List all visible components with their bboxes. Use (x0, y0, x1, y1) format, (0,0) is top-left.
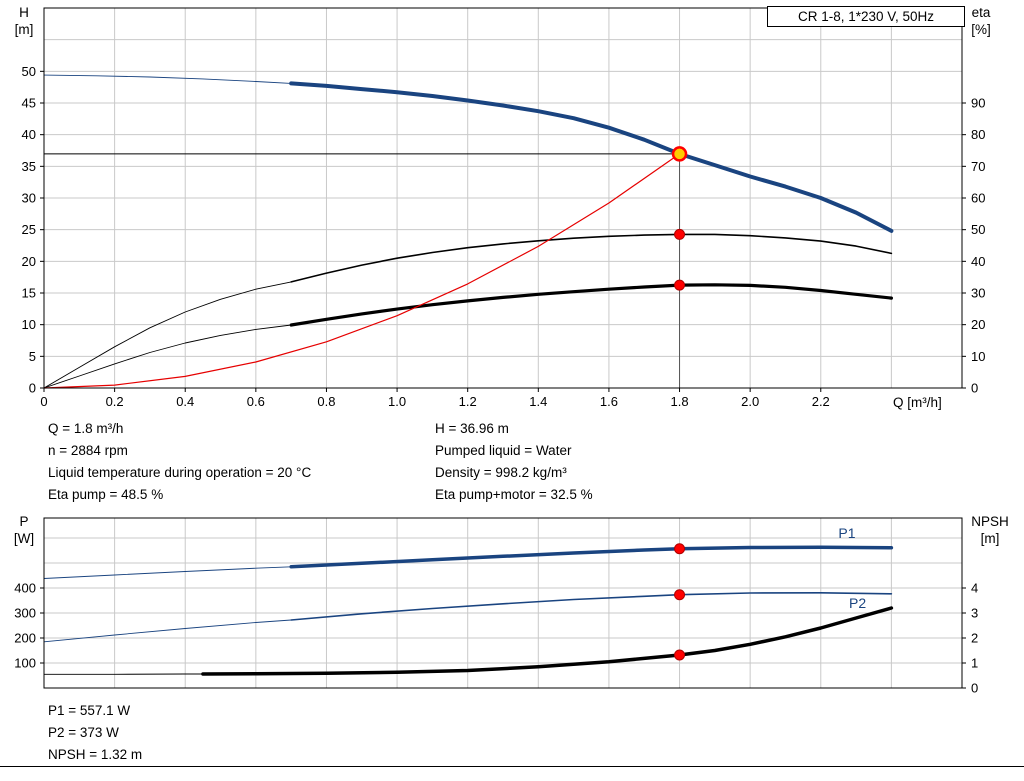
left-tick-label: 0 (29, 381, 36, 396)
x-tick-label: 0 (40, 394, 47, 409)
hq-curve-extrapolated (43, 74, 292, 84)
npsh-point (674, 649, 686, 661)
right-tick-label: 1 (971, 656, 978, 671)
x-tick-label: 1.8 (670, 394, 688, 409)
left-tick-label: 100 (14, 656, 36, 671)
info-eta-pump-motor: Eta pump+motor = 32.5 % (435, 487, 593, 502)
right-tick-label: 20 (971, 317, 985, 332)
right-tick-label: 30 (971, 286, 985, 301)
x-tick-label: 1.6 (600, 394, 618, 409)
p-axis-unit: [W] (13, 531, 35, 546)
left-tick-label: 200 (14, 631, 36, 646)
left-tick-label: 35 (22, 159, 36, 174)
h-axis-label: H [m] (6, 4, 42, 38)
left-tick-label: 20 (22, 254, 36, 269)
p-axis-label: P [W] (6, 513, 42, 547)
x-tick-label: 0.2 (106, 394, 124, 409)
x-tick-label: 0.6 (247, 394, 265, 409)
p1-curve (289, 545, 894, 569)
x-tick-label: 2.0 (741, 394, 759, 409)
right-tick-label: 10 (971, 349, 985, 364)
plot-border (43, 517, 963, 689)
left-tick-label: 300 (14, 606, 36, 621)
right-tick-label: 70 (971, 159, 985, 174)
result-info: P1 = 557.1 W P2 = 373 W NPSH = 1.32 m (48, 700, 142, 766)
left-tick-label: 45 (22, 96, 36, 111)
h-axis-unit: [m] (14, 22, 34, 37)
info-eta-pump: Eta pump = 48.5 % (48, 487, 164, 502)
info-flow: Q = 1.8 m³/h (48, 421, 124, 436)
p2-series-label: P2 (849, 595, 866, 611)
eta-pump-motor-point (674, 279, 686, 291)
hq-eta-chart: 0 5 10 15 20 25 30 35 40 45 50 0 10 20 30 40 50 60 70 80 90 0… (22, 7, 985, 409)
eta-pump-point (674, 228, 686, 240)
right-tick-label: 80 (971, 127, 985, 142)
info-npsh: NPSH = 1.32 m (48, 747, 143, 762)
x-tick-label: 1.2 (459, 394, 477, 409)
npsh-curve (201, 606, 894, 676)
p2-point (674, 589, 686, 601)
right-tick-label: 90 (971, 96, 985, 111)
right-tick-label: 2 (971, 631, 978, 646)
power-npsh-chart: 100 200 300 400 0 1 2 3 4 P1 P2 (14, 517, 978, 696)
left-tick-label: 30 (22, 191, 36, 206)
left-tick-label: 25 (22, 222, 36, 237)
x-tick-label: 0.4 (176, 394, 194, 409)
right-tick-label: 3 (971, 606, 978, 621)
left-tick-label: 50 (22, 64, 36, 79)
left-tick-label: 15 (22, 286, 36, 301)
system-curve (43, 153, 681, 389)
npsh-axis-label: NPSH [m] (962, 513, 1018, 547)
right-tick-label: 60 (971, 191, 985, 206)
operating-info-left: Q = 1.8 m³/h n = 2884 rpm Liquid tempera… (48, 418, 311, 506)
p1-point (674, 543, 686, 555)
info-p2: P2 = 373 W (48, 725, 119, 740)
left-tick-label: 5 (29, 349, 36, 364)
right-tick-label: 40 (971, 254, 985, 269)
page-divider (0, 766, 1024, 767)
duty-point (671, 146, 688, 162)
eta-pump-curve (290, 233, 893, 283)
chart-title-box: CR 1-8, 1*230 V, 50Hz (767, 6, 965, 27)
eta-pump-motor-curve-extrapolated (43, 324, 292, 389)
info-pumped-liquid: Pumped liquid = Water (435, 443, 572, 458)
x-tick-label: 2.2 (812, 394, 830, 409)
eta-axis-symbol: eta (971, 5, 991, 20)
right-tick-label: 4 (971, 581, 978, 596)
left-tick-label: 40 (22, 127, 36, 142)
eta-pump-curve-extrapolated (43, 281, 292, 389)
info-liquid-temperature: Liquid temperature during operation = 20… (48, 465, 312, 480)
x-tick-label: 0.8 (317, 394, 335, 409)
info-p1: P1 = 557.1 W (48, 703, 131, 718)
h-axis-symbol: H (19, 5, 29, 20)
q-axis-label: Q [m³/h] (893, 395, 942, 410)
x-tick-label: 1.4 (529, 394, 547, 409)
hq-curve (289, 81, 894, 233)
eta-axis-label: eta [%] (958, 4, 1004, 38)
info-speed: n = 2884 rpm (48, 443, 128, 458)
left-tick-label: 400 (14, 581, 36, 596)
left-tick-label: 10 (22, 317, 36, 332)
right-tick-label: 0 (971, 681, 978, 696)
p-axis-symbol: P (19, 514, 29, 529)
eta-pump-motor-curve (289, 283, 893, 327)
info-head: H = 36.96 m (435, 421, 509, 436)
p2-curve-extrapolated (43, 619, 292, 643)
right-tick-label: 0 (971, 381, 978, 396)
info-density: Density = 998.2 kg/m³ (435, 465, 567, 480)
p1-curve-extrapolated (43, 566, 292, 579)
right-tick-label: 50 (971, 222, 985, 237)
npsh-axis-symbol: NPSH (971, 514, 1009, 529)
x-tick-label: 1.0 (388, 394, 406, 409)
p2-curve (290, 592, 893, 621)
eta-axis-unit: [%] (971, 22, 991, 37)
p1-series-label: P1 (838, 525, 855, 541)
operating-info-right: H = 36.96 m Pumped liquid = Water Densit… (435, 418, 593, 506)
npsh-axis-unit: [m] (980, 531, 1000, 546)
